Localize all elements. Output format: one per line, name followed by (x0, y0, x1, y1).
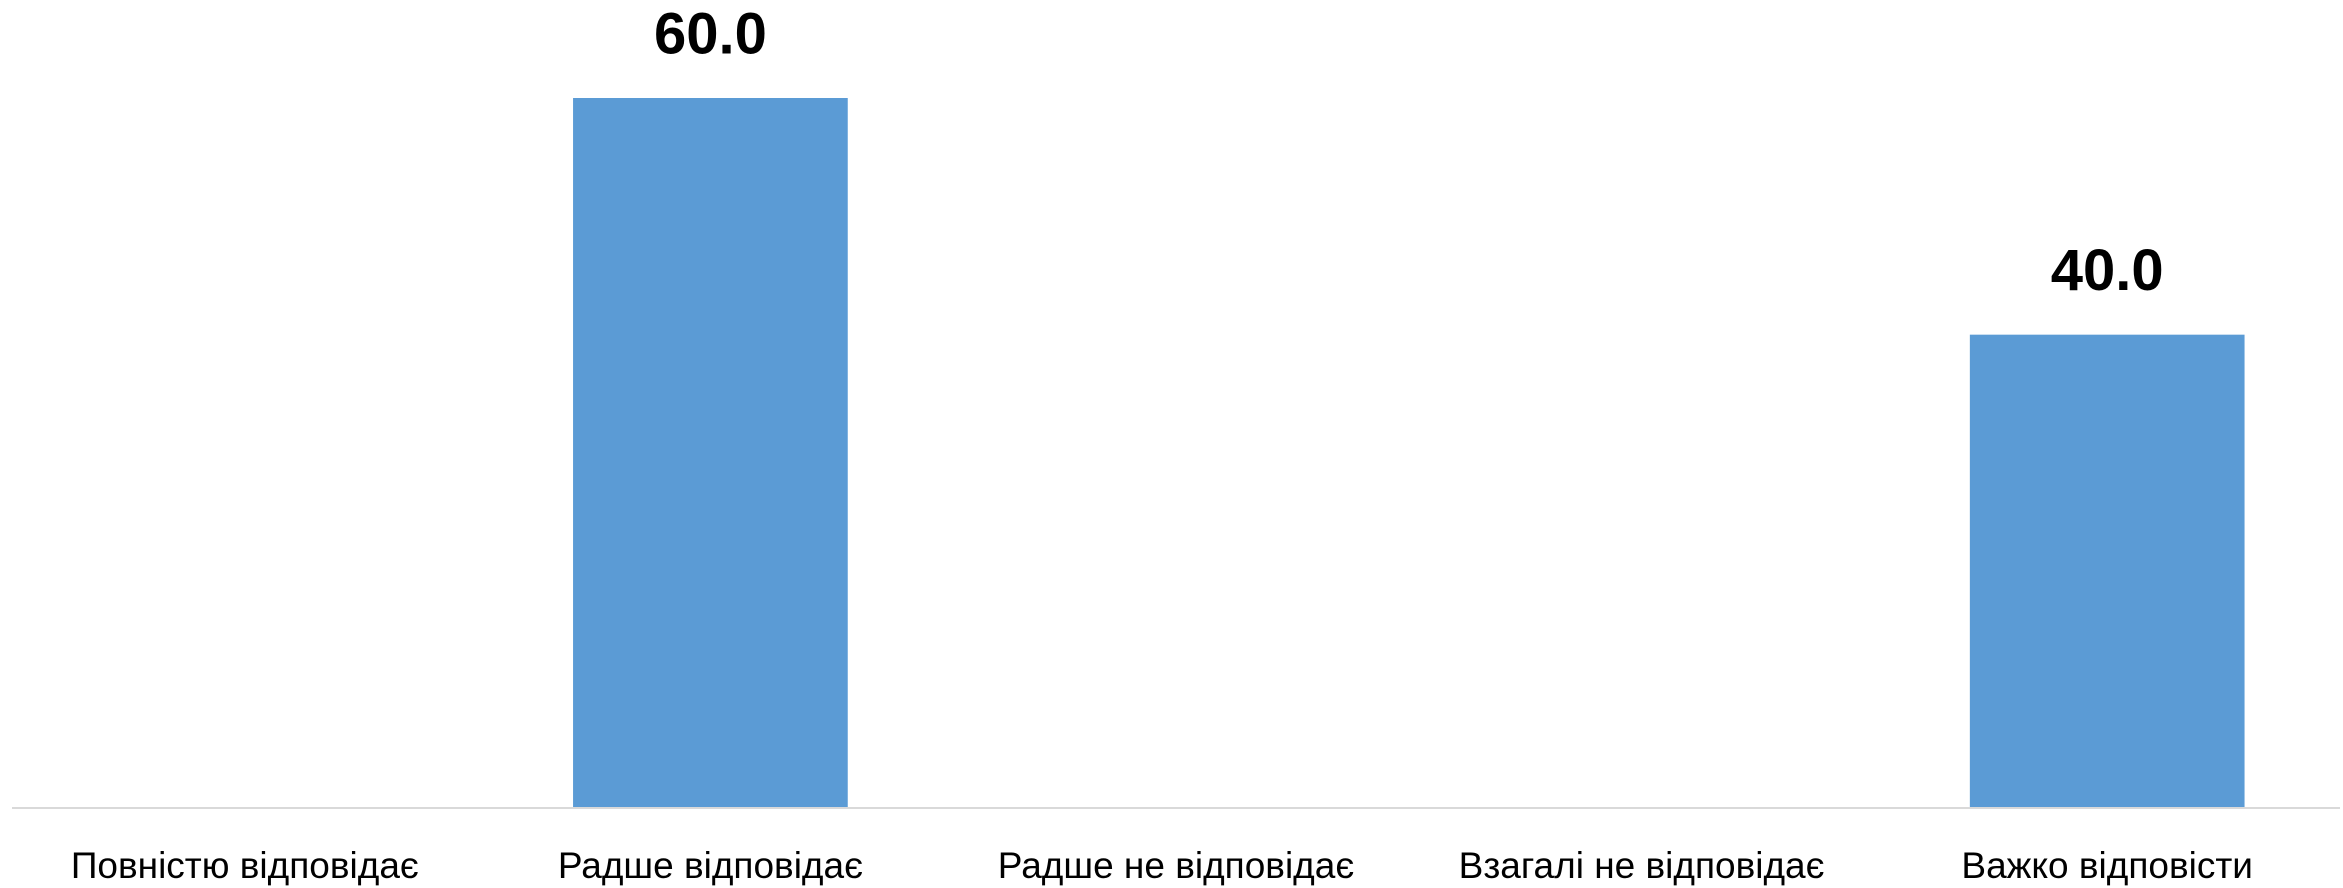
x-tick-label: Взагалі не відповідає (1459, 845, 1825, 886)
x-tick-label: Повністю відповідає (71, 845, 419, 886)
data-label: 40.0 (2051, 238, 2164, 303)
bar (573, 98, 848, 808)
bar (1969, 334, 2245, 808)
data-label: 60.0 (654, 1, 767, 66)
x-tick-label: Радше не відповідає (998, 845, 1354, 886)
x-tick-label: Важко відповісти (1961, 845, 2253, 886)
x-tick-label: Радше відповідає (558, 845, 863, 886)
